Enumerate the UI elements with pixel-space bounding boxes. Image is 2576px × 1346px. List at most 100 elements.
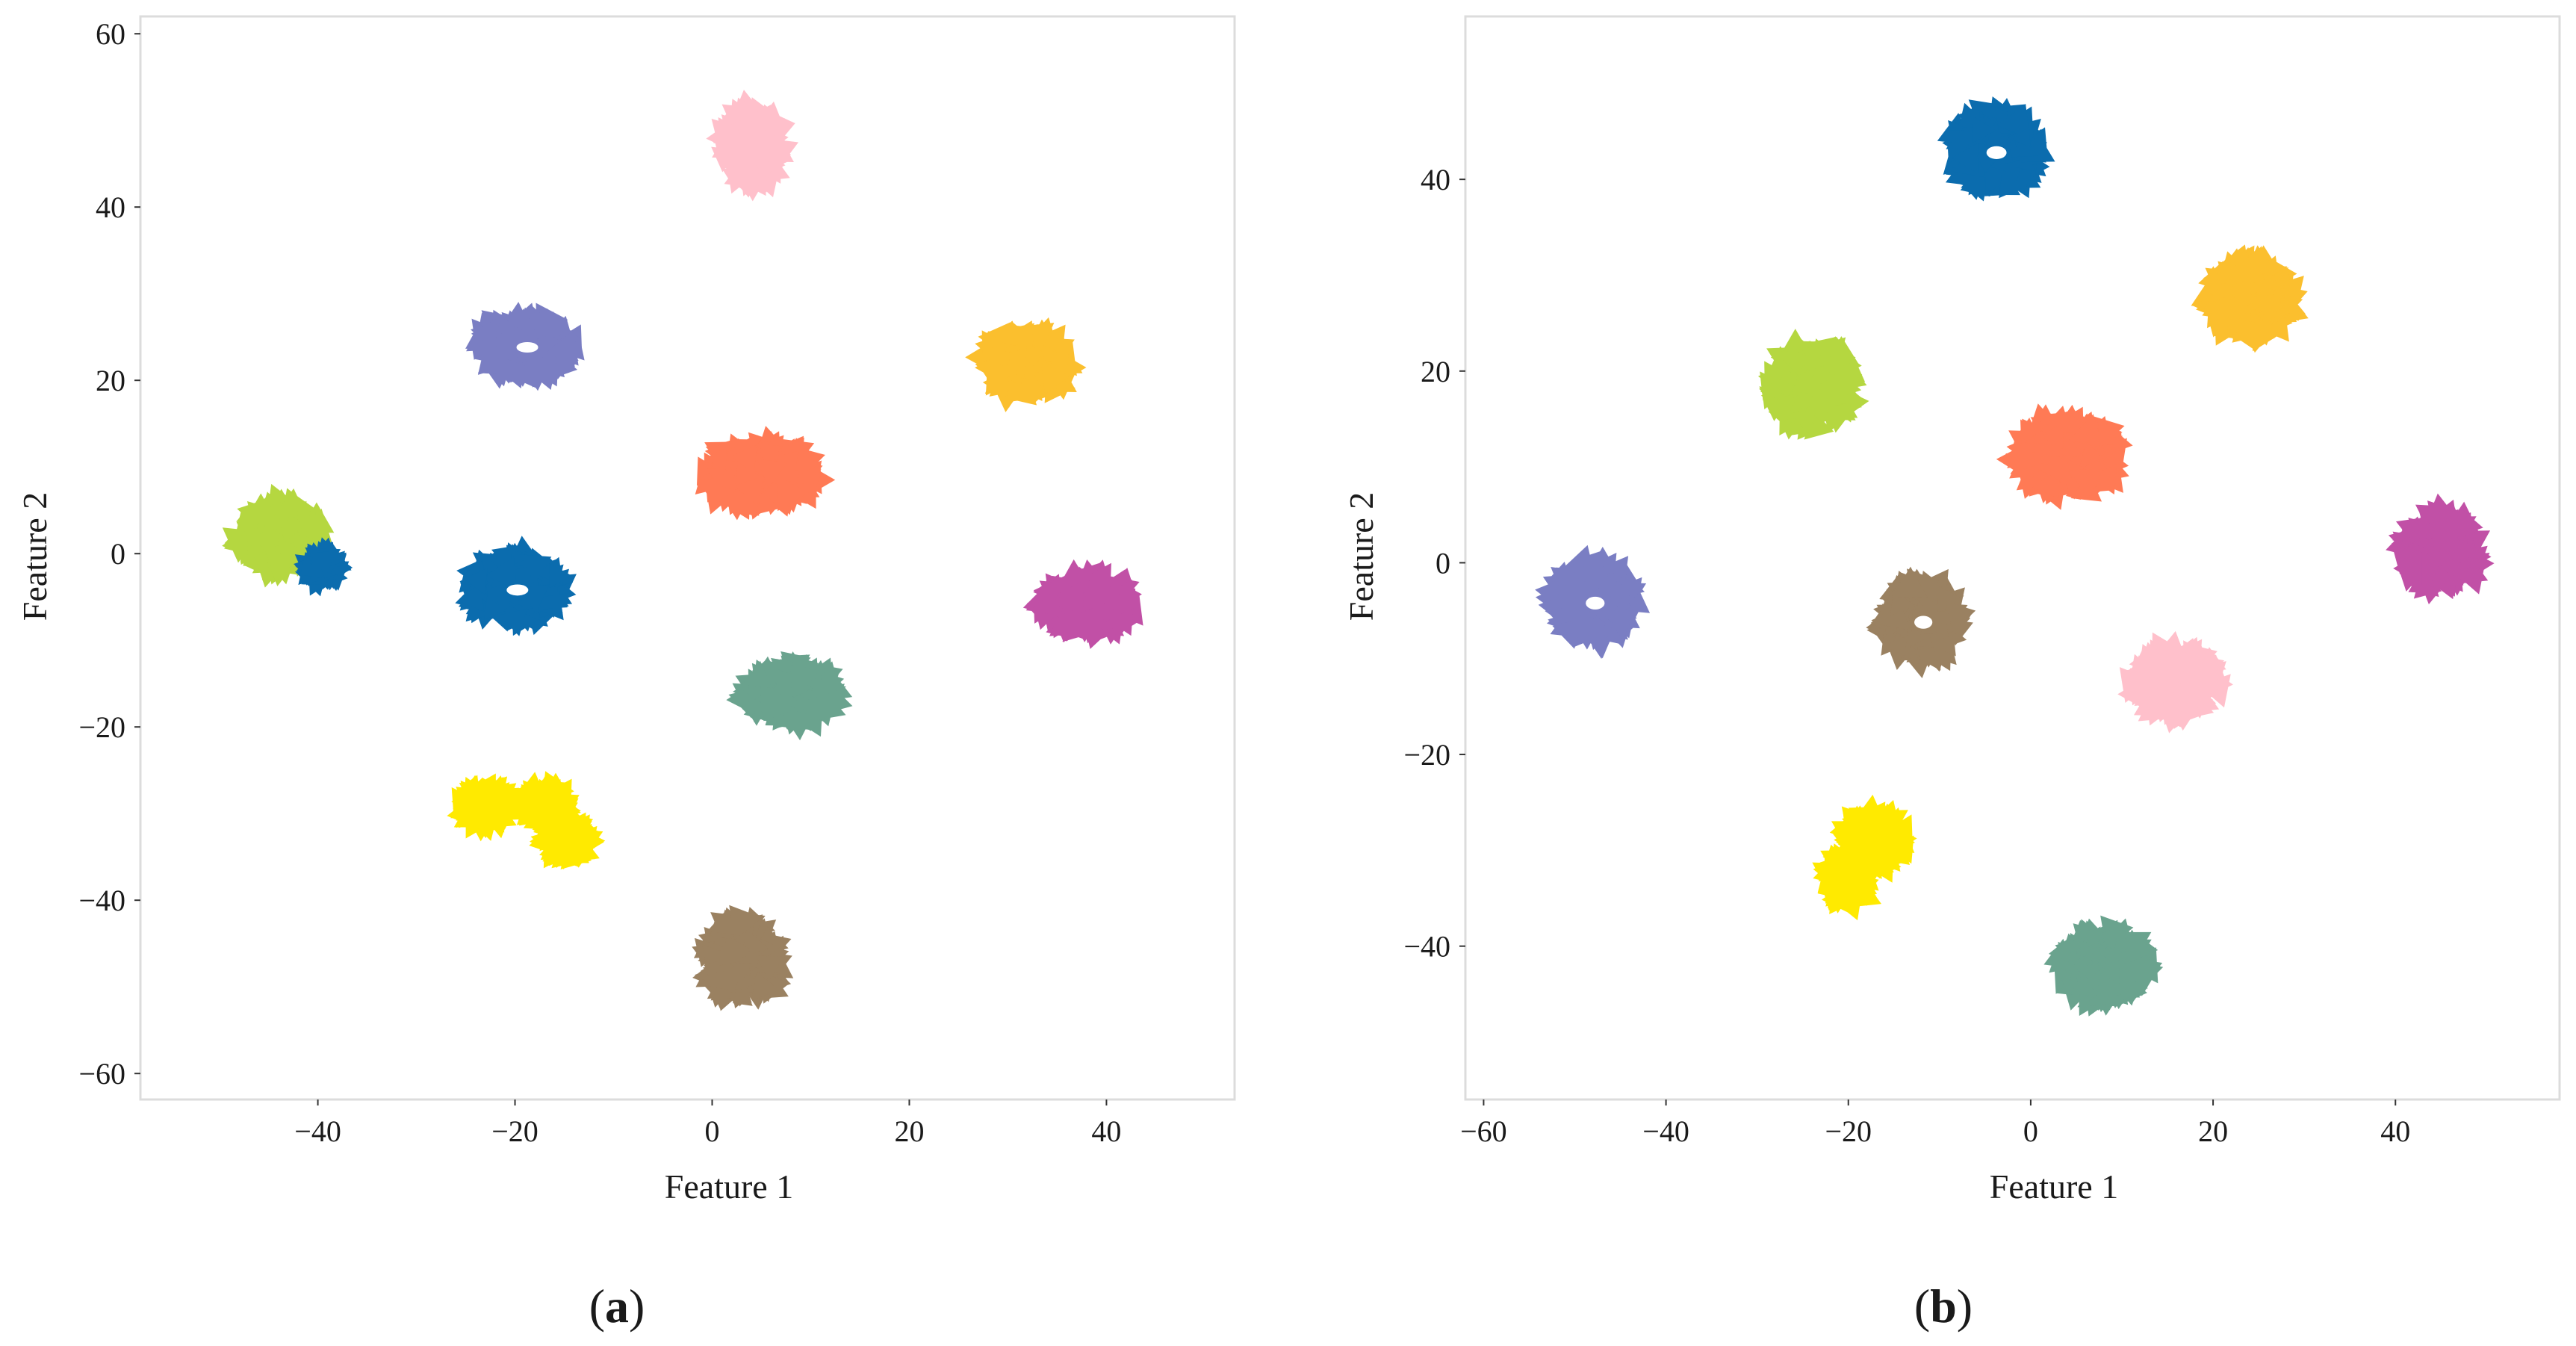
point-b-2-178	[1807, 388, 1833, 412]
cluster-a-1	[465, 302, 585, 391]
cluster-a-3	[695, 426, 836, 521]
point-b-1-172	[2232, 282, 2259, 312]
point-b-7-167	[2143, 673, 2161, 690]
point-b-3-177	[2079, 441, 2105, 467]
point-b-2-165	[1827, 371, 1846, 391]
point-a-3-163	[730, 489, 760, 516]
point-a-4-157	[248, 528, 267, 546]
point-b-3-173	[2039, 453, 2067, 486]
point-b-2-160	[1801, 347, 1819, 363]
point-b-1-168	[2226, 260, 2247, 284]
point-b-0-159	[1952, 142, 1979, 174]
x-tick-label-b-0: −60	[1460, 1114, 1507, 1148]
cluster-hole-a-5	[506, 584, 529, 596]
point-a-12-159	[751, 971, 780, 1001]
point-b-1-165	[2250, 292, 2284, 325]
point-a-3-165	[795, 468, 814, 484]
point-a-4-165	[294, 512, 316, 537]
point-b-0-172	[1996, 104, 2030, 140]
point-b-6-168	[1892, 566, 1928, 598]
x-tick-label-a-3: 20	[894, 1114, 924, 1148]
point-a-5-166	[489, 580, 514, 606]
point-b-3-184	[2070, 468, 2104, 499]
point-b-2-157	[1823, 403, 1855, 433]
y-tick-label-a-6: 60	[96, 17, 125, 51]
point-a-0-138	[767, 147, 789, 171]
point-b-10-168	[2124, 979, 2149, 1002]
point-b-7-155	[2172, 650, 2207, 682]
point-a-8-164	[788, 664, 819, 694]
point-a-7-154	[1107, 589, 1132, 616]
cluster-b-5	[1535, 545, 1651, 659]
x-ticks-a: −40 −20 0 20 40	[294, 1100, 1121, 1148]
point-b-0-154	[1945, 129, 1977, 158]
panel-label-a: (a)	[589, 1280, 645, 1333]
x-tick-label-a-0: −40	[294, 1114, 341, 1148]
cluster-b-0	[1937, 96, 2055, 202]
point-a-3-169	[761, 441, 783, 462]
point-b-9-133	[1828, 866, 1859, 896]
point-b-5-171	[1612, 622, 1631, 640]
point-a-12-167	[717, 943, 742, 967]
point-a-8-126	[817, 670, 845, 698]
point-a-3-162	[734, 476, 764, 506]
clusters-b	[1535, 96, 2495, 1017]
point-a-9-131	[491, 792, 509, 812]
y-tick-label-b-0: −40	[1403, 930, 1450, 964]
point-a-12-161	[703, 961, 721, 978]
point-b-10-166	[2070, 972, 2097, 996]
point-b-2-170	[1760, 377, 1783, 402]
point-a-2-159	[986, 345, 1011, 371]
cluster-b-10	[2043, 915, 2164, 1017]
point-b-10-137	[2088, 929, 2104, 948]
point-a-8-160	[742, 660, 772, 689]
point-b-4-136	[2443, 568, 2464, 586]
point-b-7-168	[2156, 705, 2173, 722]
point-b-3-172	[2069, 414, 2104, 448]
point-b-6-152	[1927, 626, 1961, 660]
point-b-2-173	[1782, 369, 1798, 386]
y-axis-label-a: Feature 2	[16, 492, 54, 621]
point-a-1-166	[541, 363, 559, 378]
point-a-0-146	[736, 120, 758, 140]
point-a-0-152	[754, 160, 772, 179]
cluster-a-9	[447, 773, 524, 842]
point-b-3-167	[2032, 470, 2060, 500]
point-b-5-167	[1559, 601, 1582, 624]
point-b-4-167	[2439, 538, 2455, 553]
point-b-9-134	[1816, 864, 1835, 885]
point-b-1-166	[2215, 293, 2241, 319]
point-b-3-178	[2098, 420, 2123, 447]
point-b-10-158	[2120, 929, 2144, 949]
point-a-3-177	[705, 447, 727, 471]
point-a-12-168	[730, 937, 752, 963]
point-b-9-135	[1831, 886, 1863, 921]
x-tick-label-b-2: −20	[1825, 1114, 1872, 1148]
point-b-6-161	[1937, 585, 1963, 614]
point-a-6-123	[303, 558, 325, 579]
y-tick-label-a-5: 40	[96, 190, 125, 224]
point-a-5-156	[549, 562, 571, 589]
point-a-6-125	[310, 550, 337, 576]
point-a-0-151	[751, 105, 772, 126]
plot-frame-a	[139, 15, 1236, 1101]
y-tick-label-b-2: 0	[1436, 546, 1450, 580]
point-b-4-157	[2419, 562, 2440, 582]
point-a-12-165	[735, 963, 752, 979]
point-a-7-161	[1078, 615, 1108, 644]
point-b-9-123	[1820, 850, 1853, 879]
cluster-hole-b-0	[1986, 146, 2007, 159]
x-tick-label-a-2: 0	[704, 1114, 719, 1148]
point-b-6-167	[1946, 601, 1976, 633]
panel-a: −40 −20 0 20 40 −60 −40 −20 0 20 40 60 Feature 1 F…	[16, 15, 1236, 1333]
point-b-0-169	[1976, 155, 1997, 173]
point-a-11-133	[533, 810, 565, 845]
panel-label-b: (b)	[1914, 1280, 1973, 1333]
x-ticks-b: −60 −40 −20 0 20 40	[1460, 1100, 2410, 1148]
point-b-4-161	[2460, 540, 2480, 561]
point-a-5-160	[510, 549, 527, 567]
point-a-7-155	[1044, 600, 1063, 618]
point-b-3-138	[2005, 452, 2025, 469]
point-b-2-153	[1826, 336, 1859, 365]
y-axis-label-b: Feature 2	[1342, 492, 1380, 621]
